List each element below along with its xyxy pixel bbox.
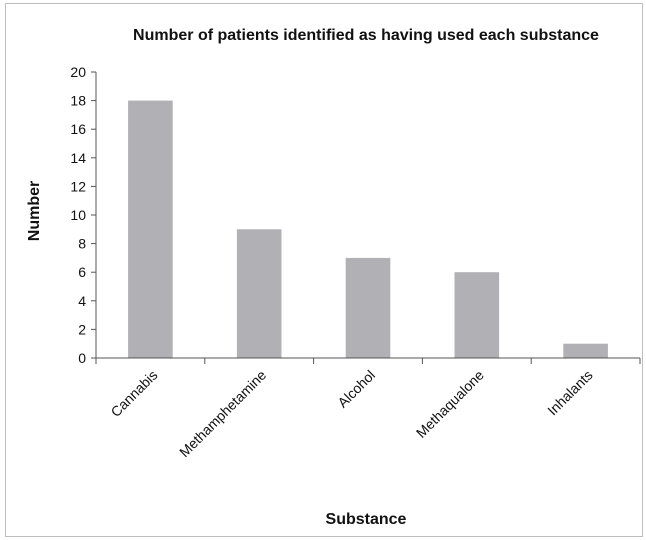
y-tick-label: 4 (78, 293, 86, 309)
y-tick-label: 12 (70, 178, 86, 194)
chart-title: Number of patients identified as having … (133, 27, 599, 44)
y-tick-label: 20 (70, 64, 86, 80)
y-axis-title: Number (26, 181, 43, 241)
x-axis-title: Substance (326, 511, 407, 528)
y-tick-label: 14 (70, 150, 86, 166)
bar-methamphetamine (236, 229, 282, 358)
y-tick-label: 18 (70, 93, 86, 109)
y-tick-label: 16 (70, 121, 86, 137)
chart-frame (5, 3, 643, 537)
x-tick-label-inhalants: Inhalants (544, 367, 595, 418)
x-tick-label-methaqualone: Methaqualone (413, 367, 487, 441)
x-ticks-group: Cannabis Methamphetamine Alcohol Methaqualo… (95, 358, 641, 460)
bar-methaqualone (454, 272, 500, 358)
bar-inhalants (563, 343, 608, 358)
x-tick-label-cannabis: Cannabis (107, 367, 160, 420)
x-tick-label-alcohol: Alcohol (334, 367, 378, 411)
bars-group (128, 100, 608, 358)
y-tick-label: 2 (78, 321, 86, 337)
bar-cannabis (128, 100, 173, 358)
y-ticks-group: 0 2 4 6 8 10 12 14 16 18 20 (70, 64, 96, 366)
bar-alcohol (345, 257, 391, 358)
y-tick-label: 8 (78, 236, 86, 252)
x-tick-label-methamphetamine: Methamphetamine (176, 367, 269, 460)
y-tick-label: 6 (78, 264, 86, 280)
y-tick-label: 10 (70, 207, 86, 223)
y-tick-label: 0 (78, 350, 86, 366)
